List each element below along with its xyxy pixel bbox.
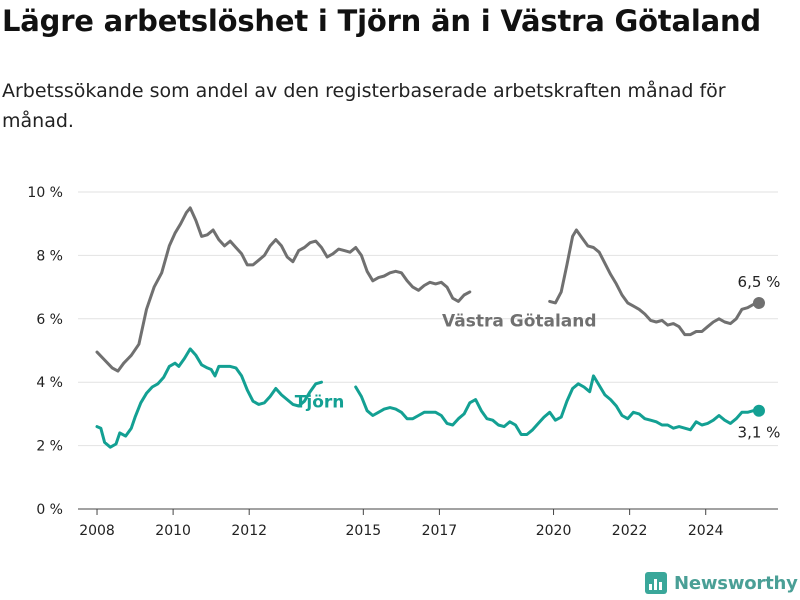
y-tick-label: 0 %: [36, 502, 63, 518]
y-tick-label: 10 %: [27, 185, 63, 201]
end-point-tjorn: [752, 404, 765, 417]
x-tick-label: 2012: [231, 523, 267, 539]
chart-subtitle: Arbetssökande som andel av den registerb…: [2, 80, 726, 132]
newsworthy-chart-logo-icon: [645, 572, 667, 594]
y-tick-label: 6 %: [36, 312, 63, 328]
series-line-vg: [95, 206, 761, 373]
y-tick-label: 2 %: [36, 439, 63, 455]
series-label-tjorn: Tjörn: [295, 393, 345, 413]
end-value-label-tjorn: 3,1 %: [738, 424, 781, 442]
series-lines: [95, 206, 765, 449]
end-point-vg: [752, 296, 765, 309]
series-line-tjorn: [95, 347, 761, 449]
x-axis: 2008 2010 2012 2015 2017 2020 2022 2024: [78, 508, 778, 539]
x-tick-label: 2010: [155, 523, 191, 539]
gridlines: [78, 191, 778, 447]
x-tick-label: 2024: [688, 523, 724, 539]
y-tick-label: 4 %: [36, 375, 63, 391]
series-labels: 6,5 % 3,1 % Västra Götaland Tjörn: [295, 273, 781, 442]
brand-name: Newsworthy: [674, 572, 798, 594]
end-value-label-vg: 6,5 %: [738, 273, 781, 291]
x-tick-label: 2022: [612, 523, 648, 539]
newsworthy-logo: Newsworthy: [645, 569, 798, 597]
x-tick-label: 2020: [536, 523, 572, 539]
x-tick-label: 2008: [79, 523, 115, 539]
x-tick-label: 2015: [346, 523, 382, 539]
series-label-vastra-gotaland: Västra Götaland: [442, 312, 597, 332]
x-tick-label: 2017: [422, 523, 458, 539]
chart-title: Lägre arbetslöshet i Tjörn än i Västra G…: [2, 4, 761, 38]
y-tick-label: 8 %: [36, 248, 63, 264]
y-axis-ticks: 0 % 2 % 4 % 6 % 8 % 10 %: [27, 185, 63, 518]
